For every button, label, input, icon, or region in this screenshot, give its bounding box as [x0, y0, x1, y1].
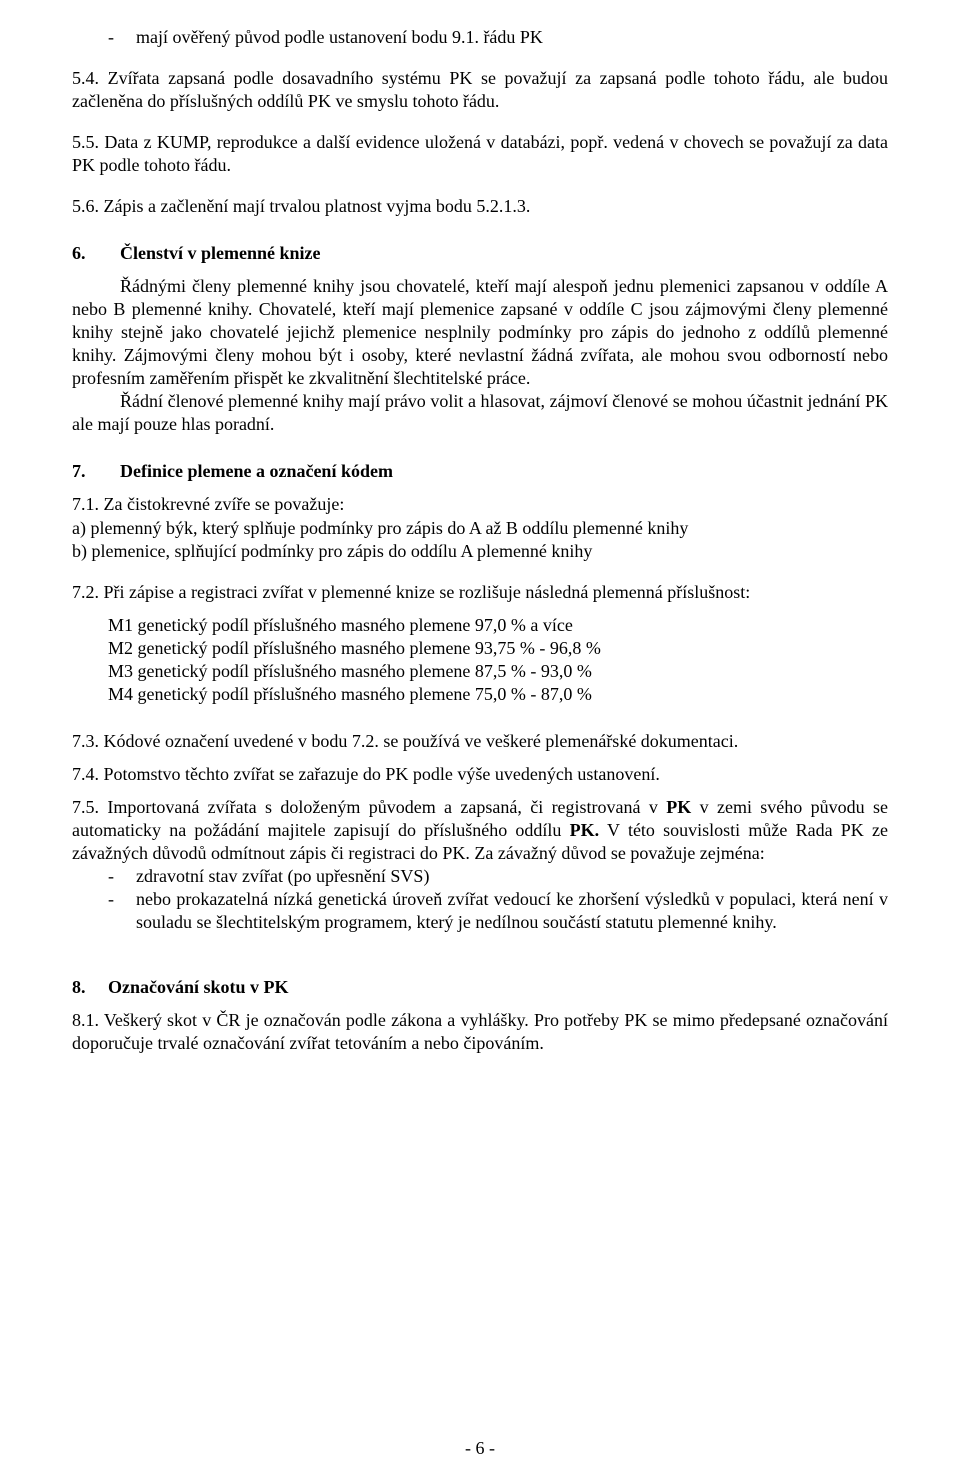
line-m3: M3 genetický podíl příslušného masného p… — [108, 660, 888, 683]
paragraph-7-4: 7.4. Potomstvo těchto zvířat se zařazuje… — [72, 763, 888, 786]
heading-number: 8. — [72, 976, 108, 999]
paragraph-7-2: 7.2. Při zápise a registraci zvířat v pl… — [72, 581, 888, 604]
bullet-text: zdravotní stav zvířat (po upřesnění SVS) — [136, 865, 429, 888]
paragraph-7-1b: b) plemenice, splňující podmínky pro záp… — [72, 540, 888, 563]
paragraph-7-5: 7.5. Importovaná zvířata s doloženým pův… — [72, 796, 888, 865]
paragraph-6a: Řádnými členy plemenné knihy jsou chovat… — [72, 275, 888, 390]
heading-number: 7. — [72, 460, 120, 483]
heading-8: 8. Označování skotu v PK — [72, 976, 888, 999]
paragraph-6b: Řádní členové plemenné knihy mají právo … — [72, 390, 888, 436]
document-page: - mají ověřený původ podle ustanovení bo… — [0, 0, 960, 1482]
heading-7: 7. Definice plemene a označení kódem — [72, 460, 888, 483]
heading-title: Definice plemene a označení kódem — [120, 460, 393, 483]
paragraph-8-1: 8.1. Veškerý skot v ČR je označován podl… — [72, 1009, 888, 1055]
heading-number: 6. — [72, 242, 120, 265]
paragraph-5-4: 5.4. Zvířata zapsaná podle dosavadního s… — [72, 67, 888, 113]
paragraph-5-6: 5.6. Zápis a začlenění mají trvalou plat… — [72, 195, 888, 218]
bullet-item: - nebo prokazatelná nízká genetická úrov… — [108, 888, 888, 934]
text-span: 7.5. Importovaná zvířata s doloženým pův… — [72, 797, 666, 817]
page-number: - 6 - — [0, 1437, 960, 1460]
bold-pk: PK. — [570, 820, 600, 840]
bullet-dash: - — [108, 865, 136, 888]
paragraph-7-1a: a) plemenný býk, který splňuje podmínky … — [72, 517, 888, 540]
heading-title: Označování skotu v PK — [108, 976, 289, 999]
paragraph-5-5: 5.5. Data z KUMP, reprodukce a další evi… — [72, 131, 888, 177]
bullet-item: - zdravotní stav zvířat (po upřesnění SV… — [108, 865, 888, 888]
bullet-text: nebo prokazatelná nízká genetická úroveň… — [136, 888, 888, 934]
bullet-text: mají ověřený původ podle ustanovení bodu… — [136, 26, 543, 49]
heading-title: Členství v plemenné knize — [120, 242, 321, 265]
bullet-dash: - — [108, 26, 136, 49]
heading-6: 6. Členství v plemenné knize — [72, 242, 888, 265]
bullet-item: - mají ověřený původ podle ustanovení bo… — [108, 26, 888, 49]
line-m1: M1 genetický podíl příslušného masného p… — [108, 614, 888, 637]
paragraph-7-3: 7.3. Kódové označení uvedené v bodu 7.2.… — [72, 730, 888, 753]
bullet-dash: - — [108, 888, 136, 934]
line-m2: M2 genetický podíl příslušného masného p… — [108, 637, 888, 660]
paragraph-7-1: 7.1. Za čistokrevné zvíře se považuje: — [72, 493, 888, 516]
bold-pk: PK — [666, 797, 691, 817]
line-m4: M4 genetický podíl příslušného masného p… — [108, 683, 888, 706]
